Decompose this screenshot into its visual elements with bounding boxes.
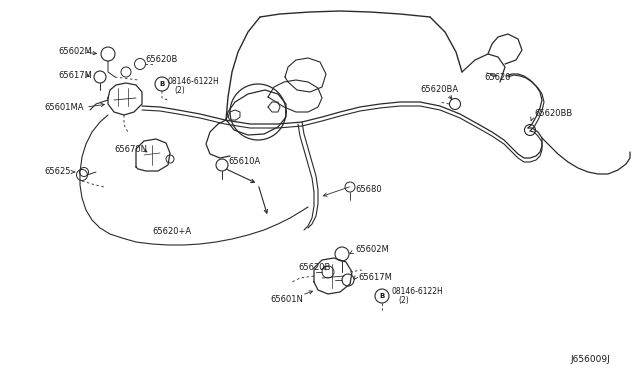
- Text: 65680: 65680: [355, 186, 381, 195]
- Text: 65601MA: 65601MA: [44, 103, 83, 112]
- Text: 65620B: 65620B: [145, 55, 177, 64]
- Text: 65670N: 65670N: [114, 145, 147, 154]
- Text: 65620: 65620: [484, 73, 511, 81]
- Text: B: B: [380, 293, 385, 299]
- Circle shape: [375, 289, 389, 303]
- Text: 65625: 65625: [44, 167, 70, 176]
- Text: 65602M: 65602M: [58, 48, 92, 57]
- Text: 65610A: 65610A: [228, 157, 260, 167]
- Text: 65617M: 65617M: [358, 273, 392, 282]
- Text: 65601N: 65601N: [270, 295, 303, 304]
- Text: 65620+A: 65620+A: [152, 228, 191, 237]
- Text: 08146-6122H: 08146-6122H: [168, 77, 220, 87]
- Text: 65602M: 65602M: [355, 246, 388, 254]
- Text: (2): (2): [174, 86, 185, 94]
- Text: (2): (2): [398, 295, 409, 305]
- Text: J656009J: J656009J: [570, 356, 610, 365]
- Text: 65617M: 65617M: [58, 71, 92, 80]
- Text: 65620B: 65620B: [298, 263, 330, 273]
- Text: 08146-6122H: 08146-6122H: [392, 288, 444, 296]
- Text: 65620BA: 65620BA: [420, 86, 458, 94]
- Circle shape: [155, 77, 169, 91]
- Text: B: B: [159, 81, 164, 87]
- Text: 65620BB: 65620BB: [534, 109, 572, 119]
